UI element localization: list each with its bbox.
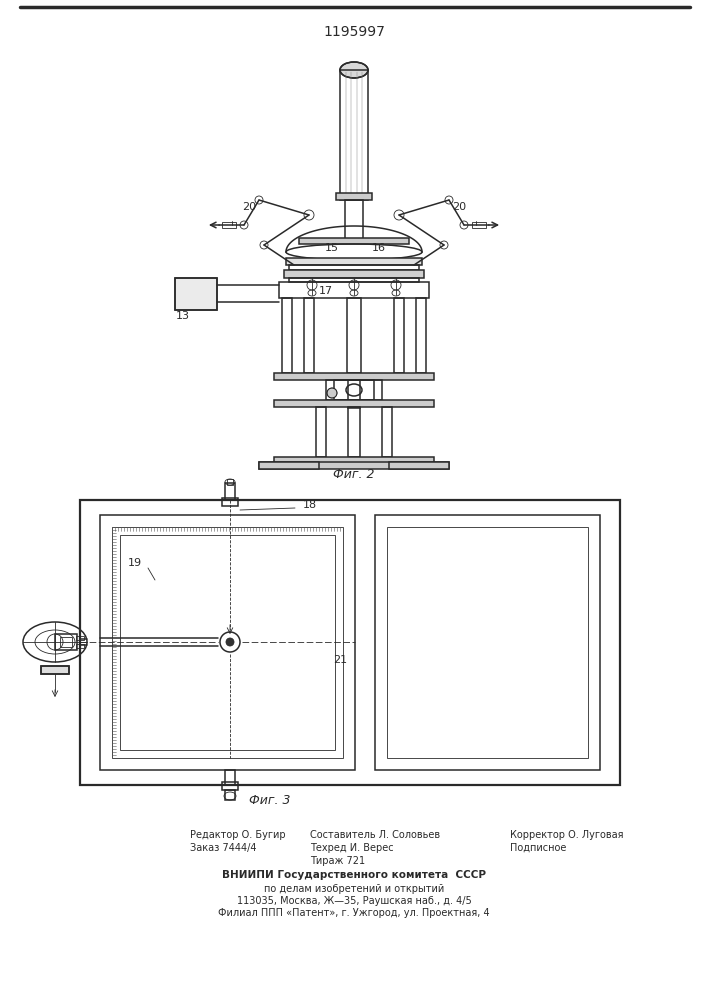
Bar xyxy=(289,278,419,282)
Bar xyxy=(387,527,588,758)
Text: Фиг. 2: Фиг. 2 xyxy=(333,468,375,482)
Text: по делам изобретений и открытий: по делам изобретений и открытий xyxy=(264,884,444,894)
Bar xyxy=(274,457,434,464)
Text: Подписное: Подписное xyxy=(510,843,566,853)
Text: 1195997: 1195997 xyxy=(323,25,385,39)
Text: ВНИИПИ Государственного комитета  СССР: ВНИИПИ Государственного комитета СССР xyxy=(222,870,486,880)
Bar xyxy=(274,373,434,380)
Bar xyxy=(120,535,335,750)
Bar xyxy=(416,298,426,373)
Bar xyxy=(222,222,236,228)
Bar xyxy=(55,634,77,650)
Bar xyxy=(299,238,409,244)
Text: 21: 21 xyxy=(333,655,347,665)
Bar xyxy=(225,790,235,800)
Bar xyxy=(345,200,363,240)
Text: 19: 19 xyxy=(128,558,142,568)
Ellipse shape xyxy=(327,388,337,398)
Text: 18: 18 xyxy=(303,500,317,510)
Bar xyxy=(316,407,326,457)
Bar xyxy=(80,500,620,785)
Bar xyxy=(225,770,235,785)
Bar xyxy=(286,258,422,265)
Bar xyxy=(222,498,238,506)
Bar xyxy=(340,70,368,200)
Text: Заказ 7444/4: Заказ 7444/4 xyxy=(190,843,257,853)
Text: 113035, Москва, Ж—35, Раушская наб., д. 4/5: 113035, Москва, Ж—35, Раушская наб., д. … xyxy=(237,896,472,906)
Text: 15: 15 xyxy=(325,243,339,253)
Text: Корректор О. Луговая: Корректор О. Луговая xyxy=(510,830,624,840)
Bar xyxy=(225,483,235,500)
Text: 20: 20 xyxy=(452,202,466,212)
Text: Фиг. 3: Фиг. 3 xyxy=(250,794,291,806)
Text: 16: 16 xyxy=(372,243,386,253)
Bar xyxy=(282,298,292,373)
Ellipse shape xyxy=(340,62,368,78)
Bar xyxy=(394,298,404,373)
Bar xyxy=(222,782,238,790)
Bar xyxy=(284,270,424,278)
Bar xyxy=(259,462,449,469)
Text: Составитель Л. Соловьев: Составитель Л. Соловьев xyxy=(310,830,440,840)
Bar xyxy=(382,407,392,457)
Bar xyxy=(41,666,69,674)
Text: 20: 20 xyxy=(242,202,256,212)
Text: Тираж 721: Тираж 721 xyxy=(310,856,365,866)
Bar xyxy=(472,222,486,228)
Bar xyxy=(175,278,217,310)
Bar xyxy=(289,265,419,270)
Bar xyxy=(274,400,434,407)
Text: Техред И. Верес: Техред И. Верес xyxy=(310,843,394,853)
Ellipse shape xyxy=(226,638,234,646)
Bar xyxy=(227,479,233,485)
Bar xyxy=(112,527,343,758)
Bar xyxy=(259,462,319,469)
Bar xyxy=(389,462,449,469)
Bar xyxy=(41,666,69,674)
Text: 13: 13 xyxy=(176,311,190,321)
Bar xyxy=(375,515,600,770)
Bar xyxy=(76,636,84,640)
Bar xyxy=(279,282,429,298)
Text: 17: 17 xyxy=(319,286,333,296)
Bar xyxy=(60,637,72,647)
Bar xyxy=(304,298,314,373)
Text: Филиал ППП «Патент», г. Ужгород, ул. Проектная, 4: Филиал ППП «Патент», г. Ужгород, ул. Про… xyxy=(218,908,490,918)
Bar xyxy=(76,644,84,648)
Bar xyxy=(326,380,382,400)
Bar xyxy=(348,380,360,408)
Bar xyxy=(175,278,217,310)
Bar xyxy=(348,407,360,457)
Bar xyxy=(334,380,374,400)
Bar xyxy=(336,193,372,200)
Text: Редактор О. Бугир: Редактор О. Бугир xyxy=(190,830,286,840)
Bar xyxy=(100,515,355,770)
Bar xyxy=(347,298,361,373)
